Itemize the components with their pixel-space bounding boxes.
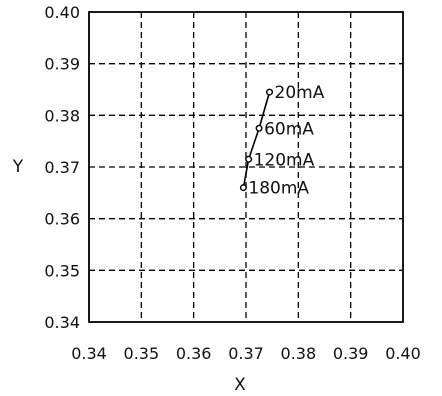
x-tick-label: 0.34 xyxy=(71,344,107,363)
data-point xyxy=(245,155,253,163)
x-tick-label: 0.38 xyxy=(281,344,317,363)
data-point-label: 60mA xyxy=(264,119,314,139)
x-tick-label: 0.39 xyxy=(333,344,369,363)
series-line xyxy=(242,91,271,188)
data-point-label: 180mA xyxy=(248,179,309,199)
y-tick-labels: 0.34 0.35 0.36 0.37 0.38 0.39 0.40 xyxy=(44,3,80,332)
grid xyxy=(89,12,403,322)
y-tick-label: 0.39 xyxy=(44,55,80,74)
data-point-label: 20mA xyxy=(275,83,325,103)
x-tick-label: 0.35 xyxy=(124,344,160,363)
x-tick-labels: 0.34 0.35 0.36 0.37 0.38 0.39 0.40 xyxy=(71,344,421,363)
x-tick-label: 0.40 xyxy=(385,344,421,363)
y-tick-label: 0.36 xyxy=(44,210,80,229)
y-tick-label: 0.34 xyxy=(44,313,80,332)
y-tick-label: 0.40 xyxy=(44,3,80,22)
y-tick-label: 0.37 xyxy=(44,158,80,177)
y-axis-label: Y xyxy=(12,157,24,177)
data-point-label: 120mA xyxy=(254,150,315,170)
data-point xyxy=(239,184,247,192)
x-axis-label: X xyxy=(234,375,246,395)
y-tick-label: 0.35 xyxy=(44,261,80,280)
x-tick-label: 0.36 xyxy=(176,344,212,363)
data-point xyxy=(255,124,263,132)
plot-frame xyxy=(88,11,404,323)
data-series: 20mA 60mA 120mA 180mA xyxy=(239,83,325,199)
y-tick-label: 0.38 xyxy=(44,106,80,125)
data-point xyxy=(266,88,274,96)
x-tick-label: 0.37 xyxy=(228,344,264,363)
